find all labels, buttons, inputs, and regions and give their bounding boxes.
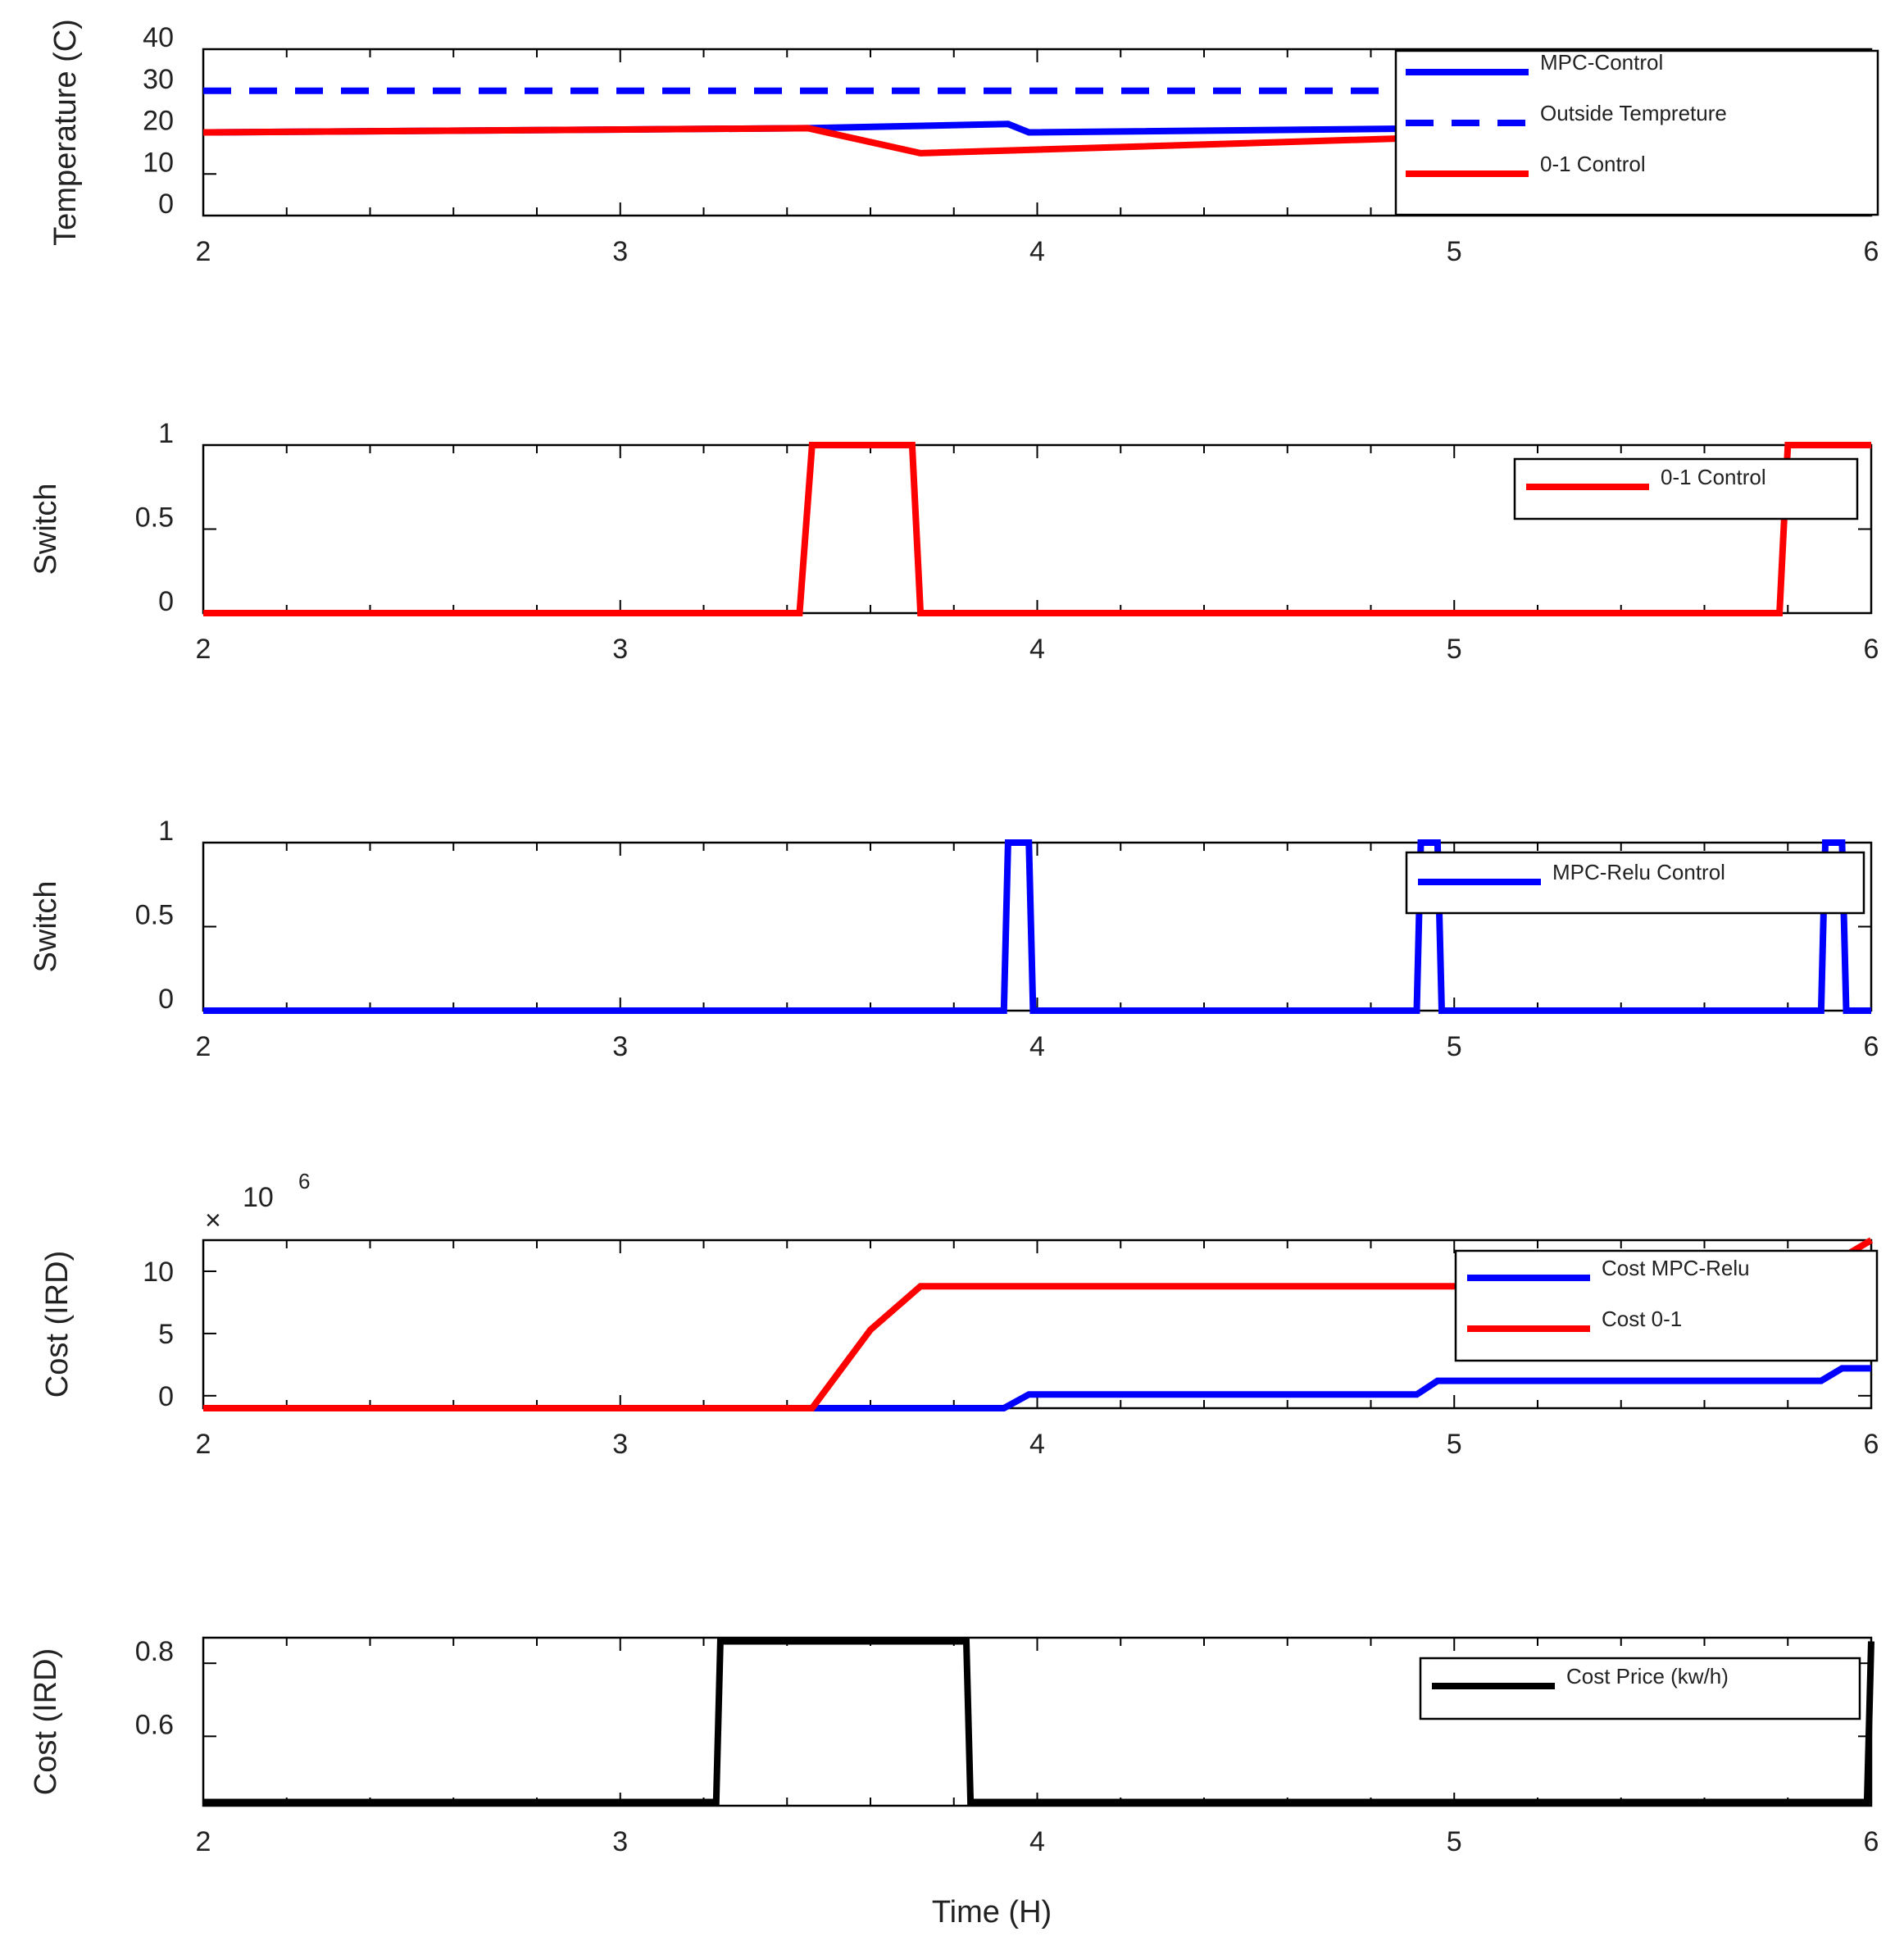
x-tick-label: 6 [1864,1031,1879,1062]
series-line-mpc-relu-control [203,839,1871,1014]
y-tick-label: 10 [143,1257,174,1288]
y-multiplier-exponent: 6 [298,1169,310,1193]
y-axis-label: Switch [29,881,63,973]
legend-label: 0-1 Control [1661,465,1766,489]
y-tick-label: 30 [143,64,174,95]
y-tick-label: 20 [143,106,174,137]
y-tick-label: 1 [158,816,174,847]
legend: MPC-Relu Control [1405,851,1865,915]
x-tick-label: 3 [612,1826,628,1857]
x-tick-label: 2 [196,634,211,665]
x-tick-label: 6 [1864,236,1879,267]
x-tick-label: 2 [196,1429,211,1460]
x-tick-label: 6 [1864,634,1879,665]
y-axis-label: Switch [29,484,63,575]
series-line-cost-mpc-relu [203,1365,1871,1411]
x-tick-label: 5 [1447,1031,1462,1062]
legend: MPC-Control Outside Tempreture 0-1 Control [1394,49,1879,216]
series-line-cost-price-kw-h [203,1638,1874,1806]
legend: Cost Price (kw/h) [1419,1657,1861,1720]
legend-label: MPC-Control [1540,50,1663,75]
x-tick-label: 5 [1447,1429,1462,1460]
x-tick-label: 5 [1447,236,1462,267]
subplot-1: 2 3 4 5 6 0 10 20 30 40 Temperature (C) MPC-Control… [48,19,1879,267]
y-tick-label: 1 [158,418,174,449]
y-tick-label: 5 [158,1319,174,1350]
y-axis-label: Temperature (C) [48,19,83,246]
x-tick-label: 6 [1864,1826,1879,1857]
y-tick-label: 0 [158,1381,174,1412]
subplot-5: 2 3 4 5 6 0.6 0.8 Cost (IRD) Cost Price (kw/h) [29,1636,1879,1857]
y-tick-label: 0.5 [135,502,174,534]
x-tick-label: 3 [612,1031,628,1062]
x-tick-label: 3 [612,1429,628,1460]
legend: 0-1 Control [1513,457,1859,520]
legend-label: Cost 0-1 [1602,1307,1682,1331]
y-tick-label: 40 [143,22,174,53]
legend-label: 0-1 Control [1540,152,1646,176]
x-tick-label: 4 [1029,634,1045,665]
x-tick-label: 4 [1029,1826,1045,1857]
y-tick-label: 0.5 [135,900,174,931]
legend: Cost MPC-Relu Cost 0-1 [1454,1249,1879,1362]
y-tick-label: 0.8 [135,1636,174,1667]
legend-label: Cost Price (kw/h) [1566,1664,1729,1689]
subplot-3: 2 3 4 5 6 0 0.5 1 Switch MPC-Relu Control [29,816,1879,1062]
legend-label: Cost MPC-Relu [1602,1256,1750,1280]
x-tick-label: 4 [1029,236,1045,267]
x-tick-label: 6 [1864,1429,1879,1460]
y-tick-label: 0 [158,586,174,617]
y-tick-label: 10 [143,147,174,178]
legend-label: MPC-Relu Control [1552,860,1725,884]
y-tick-label: 0.6 [135,1709,174,1740]
legend-box [1454,1249,1879,1362]
x-tick-label: 2 [196,1031,211,1062]
y-axis-label: Cost (IRD) [40,1251,75,1398]
subplot-2: 2 3 4 5 6 0 0.5 1 Switch 0-1 Control [29,418,1879,665]
x-tick-label: 3 [612,634,628,665]
y-axis-label: Cost (IRD) [29,1648,63,1795]
legend-label: Outside Tempreture [1540,101,1727,125]
x-tick-label: 2 [196,236,211,267]
x-tick-label: 4 [1029,1429,1045,1460]
x-axis-label: Time (H) [932,1895,1052,1929]
x-tick-label: 4 [1029,1031,1045,1062]
x-tick-label: 3 [612,236,628,267]
y-multiplier-sign: × [205,1205,221,1236]
x-tick-label: 5 [1447,1826,1462,1857]
y-multiplier-base: 10 [243,1182,274,1213]
x-tick-label: 5 [1447,634,1462,665]
x-tick-label: 2 [196,1826,211,1857]
legend-box [1394,49,1879,216]
y-tick-label: 0 [158,189,174,220]
y-tick-label: 0 [158,984,174,1015]
